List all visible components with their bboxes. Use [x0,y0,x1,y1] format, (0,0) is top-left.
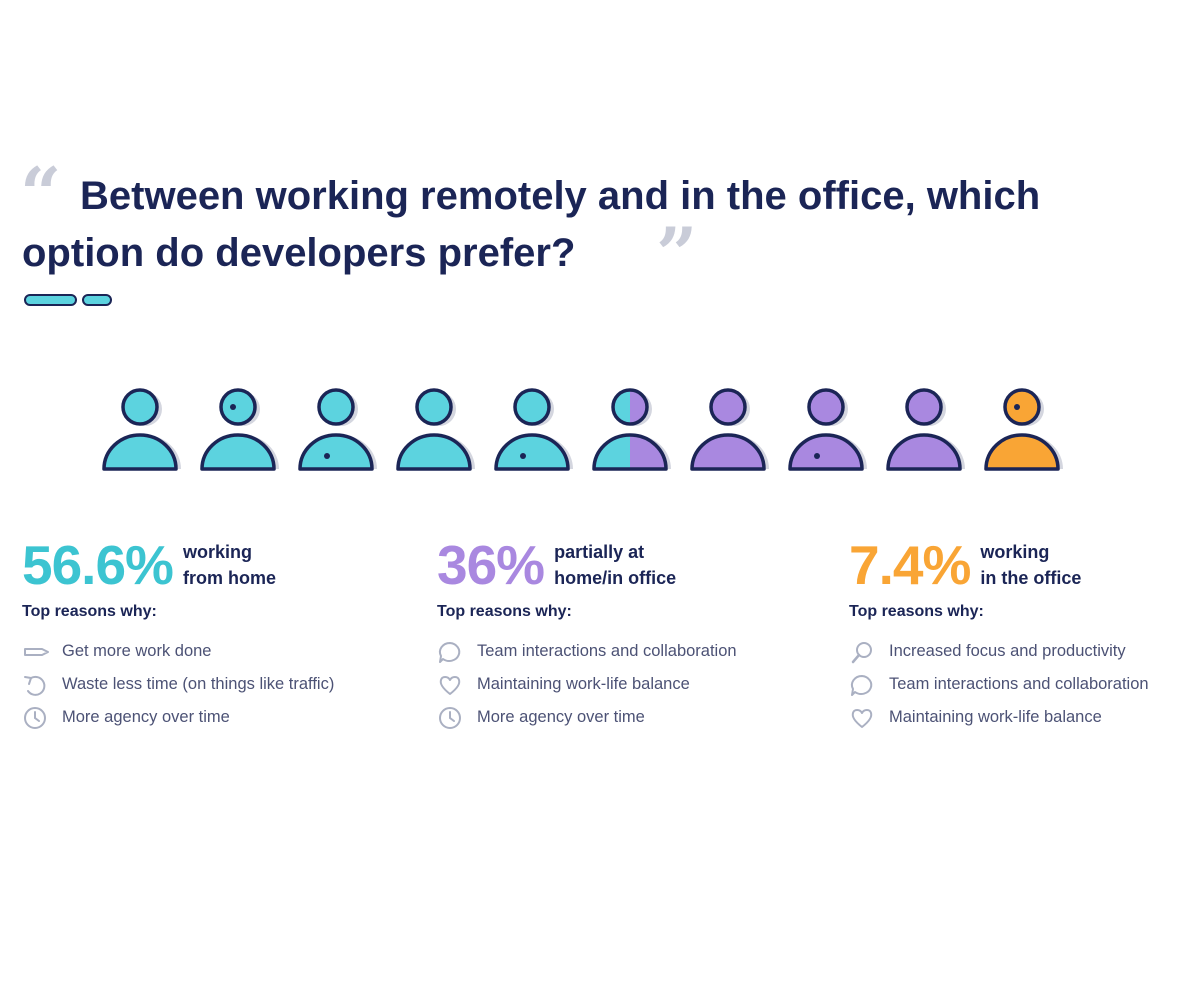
reasons-list: Get more work done Waste less time (on t… [22,635,334,734]
title-line-1: Between working remotely and in the offi… [80,174,1041,218]
list-item: Increased focus and productivity [849,635,1149,668]
clock-icon [437,706,465,730]
pencil-icon [22,640,50,664]
person-icon [200,388,279,471]
undo-arrow-icon [22,673,50,697]
stat-percent: 36% [437,534,545,596]
reason-text: Maintaining work-life balance [889,708,1102,726]
reason-text: Team interactions and collaboration [477,642,737,660]
person-icon [102,388,181,471]
reason-text: More agency over time [62,708,230,726]
decorative-dash-long [24,294,77,306]
stat-desc-line-1: working [980,542,1050,562]
top-reasons-heading: Top reasons why: [437,603,572,620]
reason-text: Team interactions and collaboration [889,675,1149,693]
top-reasons-heading: Top reasons why: [849,603,984,620]
list-item: Team interactions and collaboration [849,668,1149,701]
top-reasons-heading: Top reasons why: [22,603,157,620]
heart-icon [849,706,877,730]
magnifier-icon [849,640,877,664]
stat-desc-line-2: in the office [980,568,1082,588]
reason-text: More agency over time [477,708,645,726]
list-item: More agency over time [437,701,737,734]
open-quote-icon: “ [20,151,62,236]
people-pictogram [102,388,1063,471]
chat-bubble-icon [437,640,465,664]
reason-text: Get more work done [62,642,212,660]
reason-text: Waste less time (on things like traffic) [62,675,335,693]
person-icon [690,388,769,471]
stat-desc-line-1: partially at [554,542,645,562]
heart-icon [437,673,465,697]
chat-bubble-icon [849,673,877,697]
stat-description: working from home [183,535,276,591]
stat-percent: 56.6% [22,534,174,596]
person-icon [788,388,867,471]
close-quote-icon: ” [656,211,698,296]
list-item: Maintaining work-life balance [437,668,737,701]
stat-partially-home-office: 36% partially at home/in office Top reas… [437,535,737,734]
stat-description: partially at home/in office [554,535,676,591]
person-icon [298,388,377,471]
stat-working-from-home: 56.6% working from home Top reasons why:… [22,535,334,734]
list-item: Maintaining work-life balance [849,701,1149,734]
person-icon [984,388,1063,471]
stat-desc-line-2: from home [182,568,276,588]
clock-icon [22,706,50,730]
reasons-list: Team interactions and collaboration Main… [437,635,737,734]
list-item: Get more work done [22,635,334,668]
reason-text: Maintaining work-life balance [477,675,690,693]
stat-description: working in the office [980,535,1081,591]
stat-desc-line-2: home/in office [554,568,677,588]
list-item: Waste less time (on things like traffic) [22,668,334,701]
stat-working-in-office: 7.4% working in the office Top reasons w… [849,535,1149,734]
page-title: Between working remotely and in the offi… [22,168,1192,282]
decorative-dash-short [82,294,112,306]
person-icon [886,388,965,471]
person-icon [396,388,475,471]
stat-percent: 7.4% [849,534,971,596]
person-icon [592,388,671,471]
person-icon [494,388,573,471]
stat-desc-line-1: working [182,542,252,562]
list-item: Team interactions and collaboration [437,635,737,668]
reasons-list: Increased focus and productivity Team in… [849,635,1149,734]
title-line-2: option do developers prefer? [22,231,576,275]
reason-text: Increased focus and productivity [889,642,1126,660]
list-item: More agency over time [22,701,334,734]
